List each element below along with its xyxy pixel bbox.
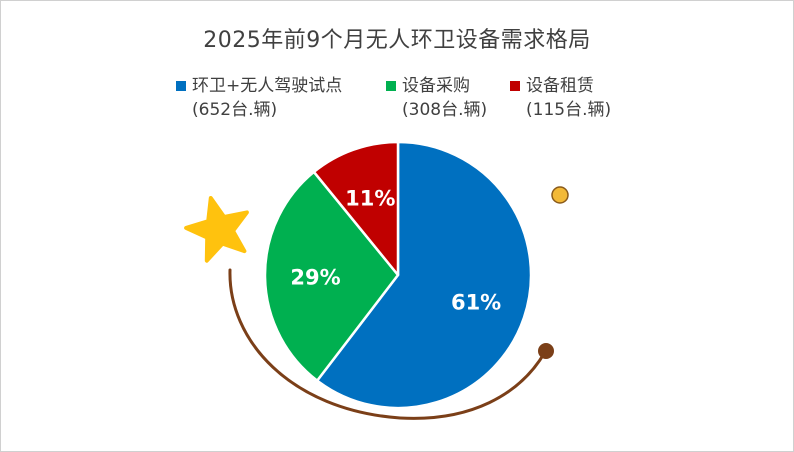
pie-data-label-1: 29% [290,265,340,289]
chart-title: 2025年前9个月无人环卫设备需求格局 [203,28,591,53]
pie-data-labels: 61% 29% 11% [290,186,501,314]
decorative-arc [228,268,547,420]
legend-count-pilot: (652台.辆) [192,100,278,120]
legend-swatch-rental [510,81,520,91]
legend-label-rental: 设备租赁 [526,76,594,96]
decorative-dot-gold [551,186,569,204]
pie-data-label-2: 11% [345,186,395,210]
legend-swatch-purchase [386,81,396,91]
pie-slice-2 [312,140,400,277]
decorative-dot-brown [538,343,554,359]
pie-slice-0 [315,140,533,410]
pie-slice-1 [263,170,400,382]
legend-label-purchase: 设备采购 [402,76,470,96]
legend-count-rental: (115台.辆) [526,100,612,120]
pie-data-label-0: 61% [451,291,501,315]
legend-label-pilot: 环卫+无人驾驶试点 [192,76,343,96]
pie-slices [263,140,533,410]
legend-count-purchase: (308台.辆) [402,100,488,120]
decoration-layer [184,186,569,420]
star-icon [184,196,249,263]
legend-swatch-pilot [176,81,186,91]
